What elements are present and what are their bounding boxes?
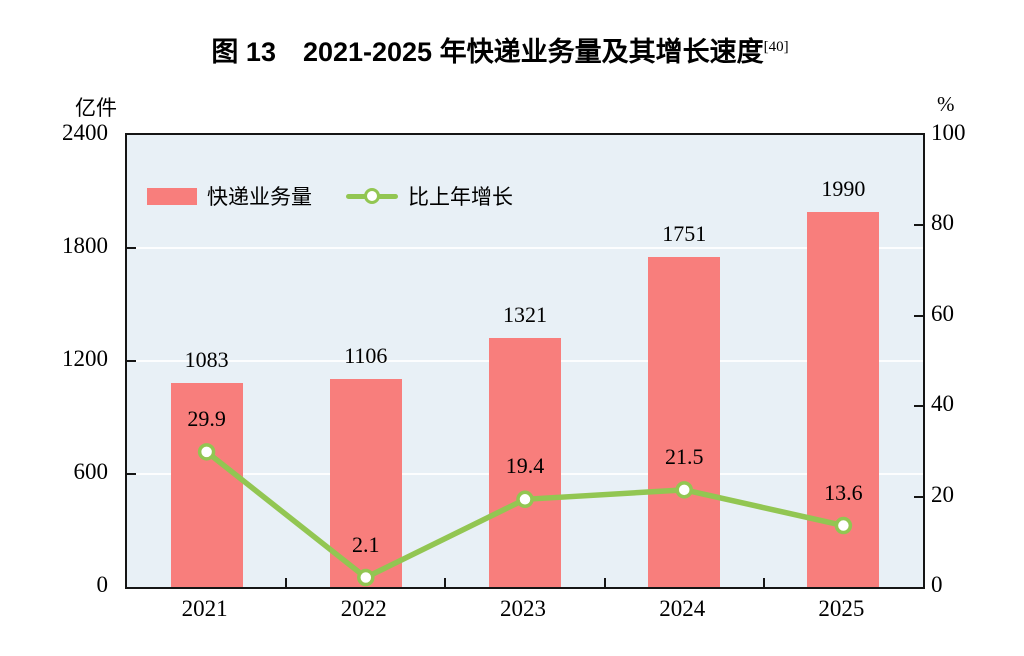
left-tickmark-1800 xyxy=(127,247,136,249)
line-marker-2023 xyxy=(516,490,534,509)
legend-label-line: 比上年增长 xyxy=(408,185,513,209)
left-tick-600: 600 xyxy=(73,459,109,484)
left-axis-tick-labels: 2400 1800 1200 600 0 xyxy=(0,120,117,597)
x-label-2022: 2022 xyxy=(340,596,387,621)
bar-2022 xyxy=(329,378,402,587)
right-tickmark-20 xyxy=(914,495,923,498)
right-tick-100: 100 xyxy=(931,120,966,145)
left-tickmark-600 xyxy=(127,473,136,475)
left-tickmark-1200 xyxy=(127,360,136,362)
x-tickmark-2 xyxy=(444,578,447,587)
bar-value-label-2022: 1106 xyxy=(344,342,388,368)
line-marker-2024 xyxy=(675,481,693,499)
left-tick-2400: 2400 xyxy=(62,120,108,145)
x-label-2025: 2025 xyxy=(818,596,865,621)
line-value-label-2022: 2.1 xyxy=(352,531,380,557)
bar-value-label-2021: 1083 xyxy=(184,347,229,373)
right-tick-60: 60 xyxy=(931,300,954,326)
x-tickmark-1 xyxy=(285,578,288,587)
bar-2024 xyxy=(648,257,721,587)
right-axis-unit: % xyxy=(937,92,955,116)
x-label-2021: 2021 xyxy=(181,596,228,621)
right-tickmark-60 xyxy=(914,314,923,317)
right-tick-0: 0 xyxy=(931,572,943,597)
right-tick-80: 80 xyxy=(931,210,954,236)
bar-value-label-2024: 1751 xyxy=(662,221,707,247)
line-value-label-2025: 13.6 xyxy=(824,479,863,505)
line-marker-2022 xyxy=(357,568,375,587)
line-value-label-2023: 19.4 xyxy=(505,453,545,479)
right-tickmark-40 xyxy=(914,405,923,408)
x-axis-labels: 2021 2022 2023 2024 2025 xyxy=(125,596,921,626)
line-value-label-2024: 21.5 xyxy=(664,443,704,469)
right-tickmark-80 xyxy=(914,224,923,227)
x-label-2023: 2023 xyxy=(500,596,546,621)
growth-line-layer xyxy=(197,443,853,587)
line-value-label-2021: 29.9 xyxy=(187,405,226,431)
left-tick-1200: 1200 xyxy=(62,346,108,371)
left-tick-1800: 1800 xyxy=(62,233,108,258)
line-marker-2025 xyxy=(834,516,853,535)
right-tick-40: 40 xyxy=(931,391,954,417)
plot-area: 快递业务量 比上年增长 1083 1106 1321 1751 1990 29.9 2.1 1… xyxy=(125,133,925,589)
legend-item-bar: 快递业务量 xyxy=(147,181,312,211)
gridline-1800 xyxy=(127,247,923,249)
legend-item-line: 比上年增长 xyxy=(346,181,513,211)
left-tick-0: 0 xyxy=(96,572,109,597)
left-axis-unit: 亿件 xyxy=(75,96,117,120)
chart-title: 图 13 2021-2025 年快递业务量及其增长速度[40] xyxy=(0,30,1000,69)
bar-value-label-2023: 1321 xyxy=(503,302,547,328)
bar-series-swatch-icon xyxy=(147,187,197,205)
line-marker-2021 xyxy=(197,443,216,461)
x-tickmark-3 xyxy=(603,578,606,587)
chart-title-footnote: [40] xyxy=(763,39,789,55)
right-tick-20: 20 xyxy=(931,481,954,507)
legend: 快递业务量 比上年增长 xyxy=(147,181,513,211)
chart-title-text: 图 13 2021-2025 年快递业务量及其增长速度 xyxy=(211,37,764,67)
legend-label-bar: 快递业务量 xyxy=(207,185,312,209)
bar-2021 xyxy=(170,383,243,587)
bar-2023 xyxy=(489,338,561,587)
bar-value-label-2025: 1990 xyxy=(821,176,866,202)
right-axis-tick-labels: 100 80 60 40 20 0 xyxy=(923,120,1013,597)
x-tickmark-4 xyxy=(762,578,765,587)
line-series-swatch-icon xyxy=(346,187,398,205)
x-label-2024: 2024 xyxy=(659,596,706,621)
